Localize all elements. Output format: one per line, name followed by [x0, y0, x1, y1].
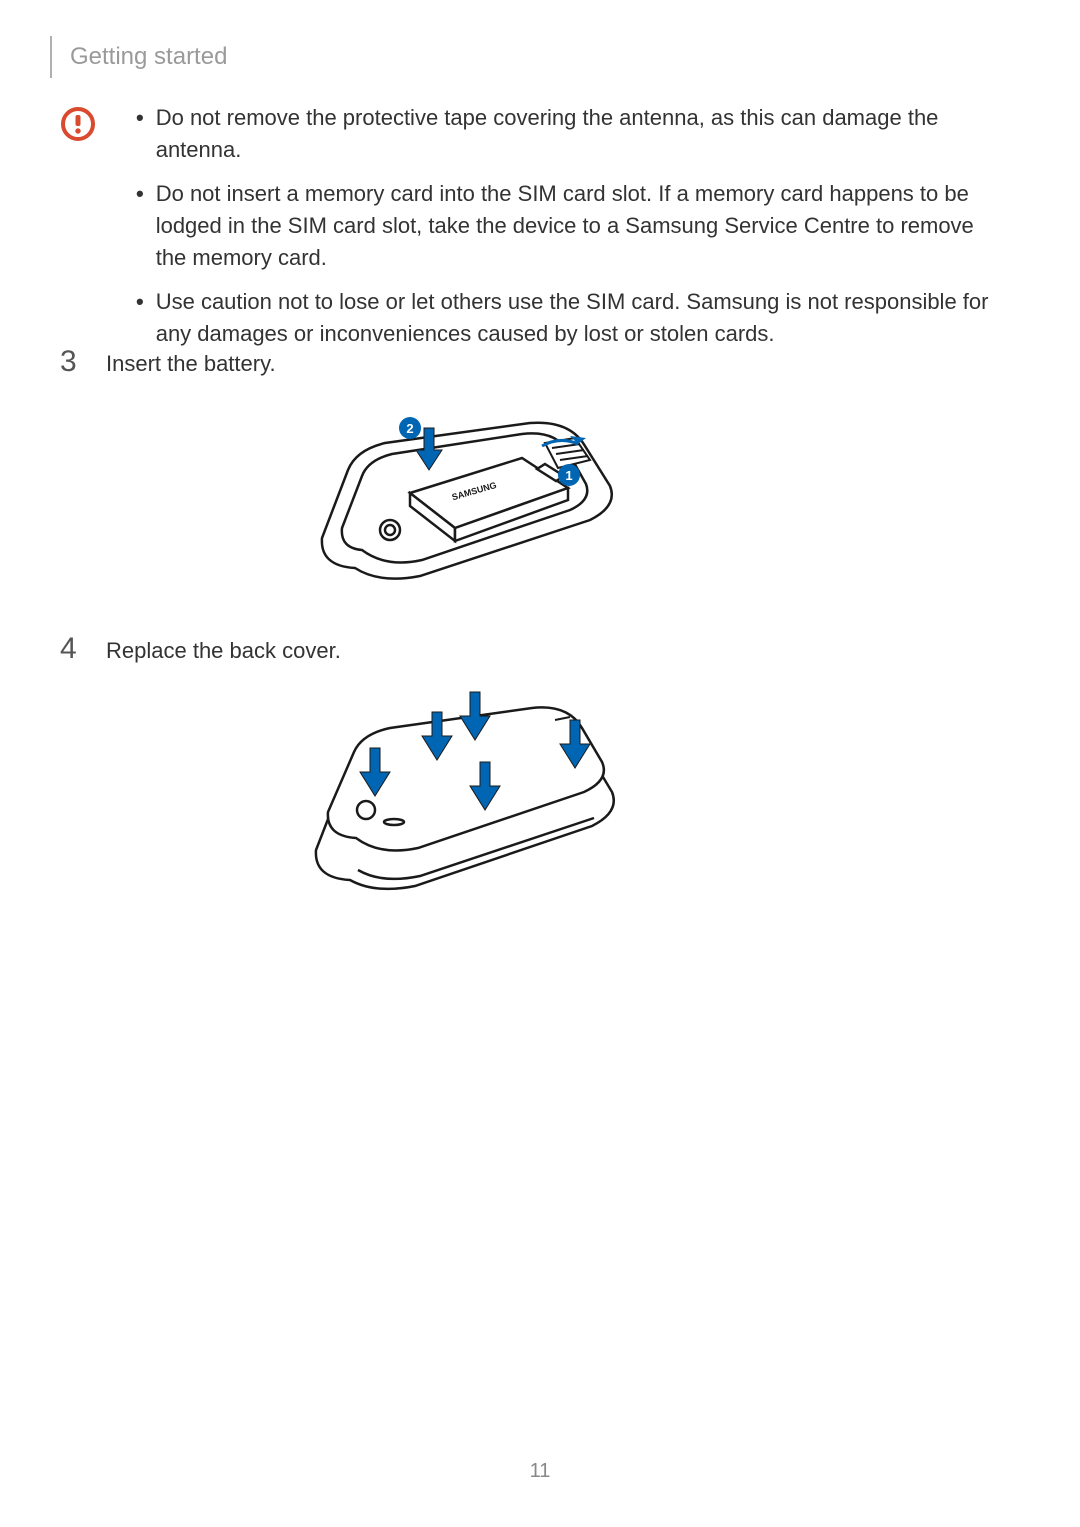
step-3: 3 Insert the battery. — [60, 345, 276, 379]
step-text: Replace the back cover. — [106, 638, 341, 664]
caution-icon — [60, 106, 96, 142]
bullet-icon: • — [136, 102, 144, 134]
badge-1: 1 — [558, 464, 580, 486]
step-number: 3 — [60, 345, 86, 379]
caution-item: • Do not remove the protective tape cove… — [136, 102, 1006, 166]
step-number: 4 — [60, 632, 86, 666]
step-4: 4 Replace the back cover. — [60, 632, 341, 666]
svg-text:2: 2 — [406, 421, 413, 436]
page-header: Getting started — [50, 36, 227, 78]
header-title: Getting started — [70, 43, 227, 71]
caution-item: • Do not insert a memory card into the S… — [136, 178, 1006, 274]
caution-item: • Use caution not to lose or let others … — [136, 286, 1006, 350]
figure-insert-battery: SAMSUNG 1 2 — [300, 388, 630, 588]
svg-text:1: 1 — [565, 468, 572, 483]
caution-block: • Do not remove the protective tape cove… — [60, 102, 1006, 362]
page-number: 11 — [530, 1460, 551, 1483]
caution-list: • Do not remove the protective tape cove… — [136, 102, 1006, 362]
step-text: Insert the battery. — [106, 351, 276, 377]
caution-text: Do not remove the protective tape coveri… — [156, 102, 1006, 166]
bullet-icon: • — [136, 286, 144, 318]
bullet-icon: • — [136, 178, 144, 210]
header-divider — [50, 36, 52, 78]
caution-text: Use caution not to lose or let others us… — [156, 286, 1006, 350]
caution-text: Do not insert a memory card into the SIM… — [156, 178, 1006, 274]
badge-2: 2 — [399, 417, 421, 439]
figure-replace-cover — [300, 680, 630, 900]
